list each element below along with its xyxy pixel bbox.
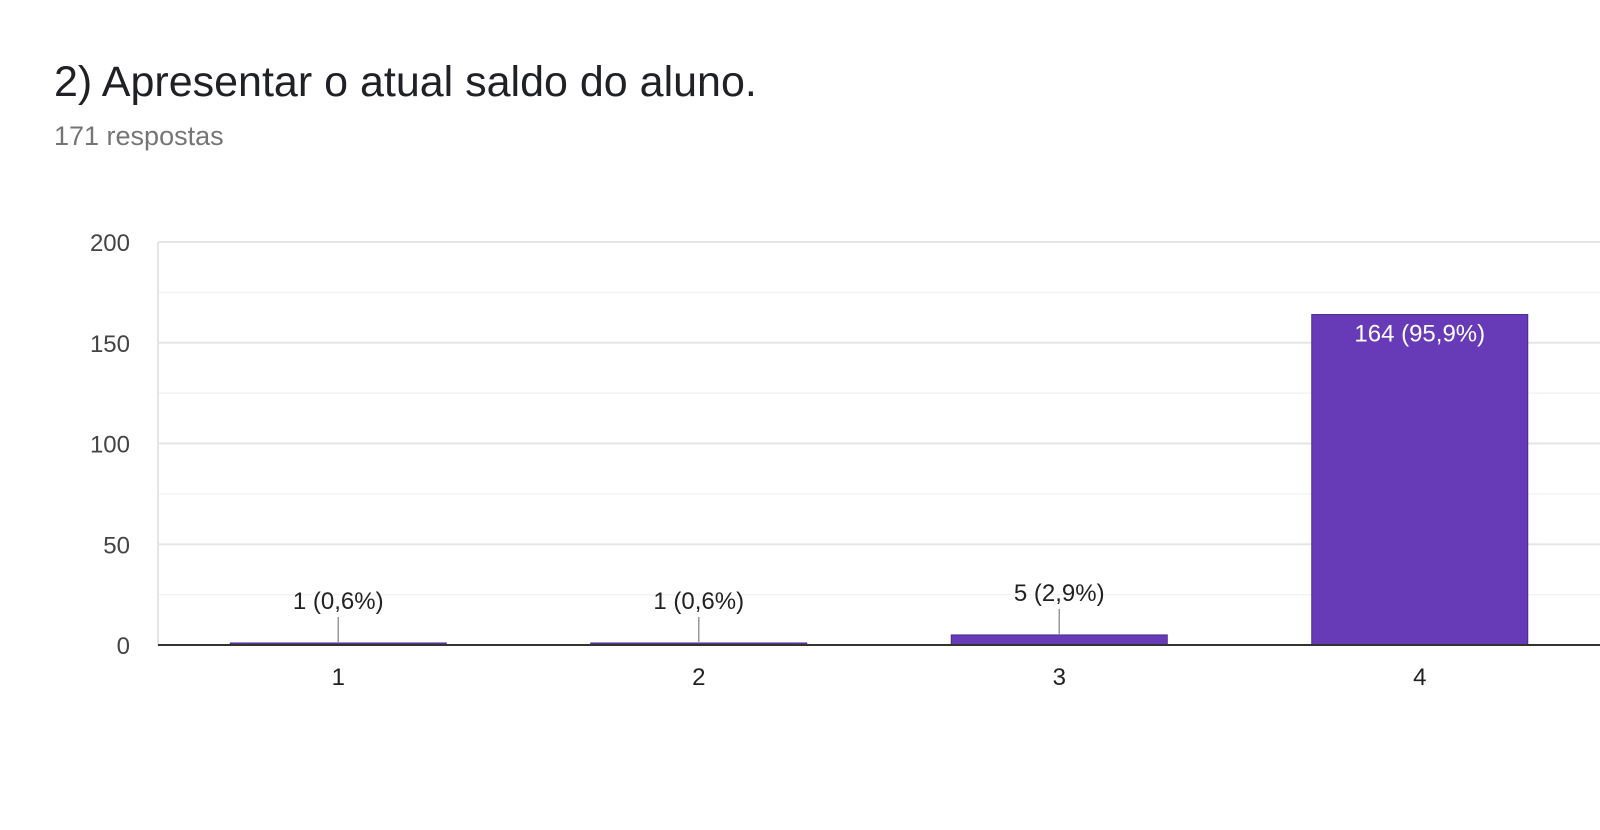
y-tick-label: 150 — [90, 331, 130, 358]
y-tick-label: 100 — [90, 432, 130, 459]
data-label: 5 (2,9%) — [1014, 580, 1105, 607]
x-axis: 1 2 3 4 — [158, 644, 1600, 691]
x-tick-label: 1 — [332, 664, 345, 691]
label-leaders — [337, 608, 1060, 642]
data-label: 1 (0,6%) — [653, 588, 744, 615]
data-label: 1 (0,6%) — [293, 588, 384, 615]
x-tick-label: 4 — [1413, 664, 1426, 691]
data-label: 164 (95,9%) — [1354, 321, 1485, 348]
data-labels: 1 (0,6%) 1 (0,6%) 5 (2,9%) 164 (95,9%) — [293, 321, 1485, 615]
response-count: 171 respostas — [54, 121, 224, 151]
y-tick-label: 0 — [117, 633, 130, 660]
y-tick-label: 200 — [90, 230, 130, 257]
bars — [229, 314, 1529, 646]
y-axis: 0 50 100 150 200 — [90, 230, 130, 660]
chart-title: 2) Apresentar o atual saldo do aluno. — [54, 58, 757, 106]
y-tick-label: 50 — [103, 532, 130, 559]
x-tick-label: 2 — [692, 664, 705, 691]
x-tick-label: 3 — [1053, 664, 1066, 691]
bar-4 — [1311, 314, 1529, 646]
bar-3 — [950, 634, 1168, 646]
